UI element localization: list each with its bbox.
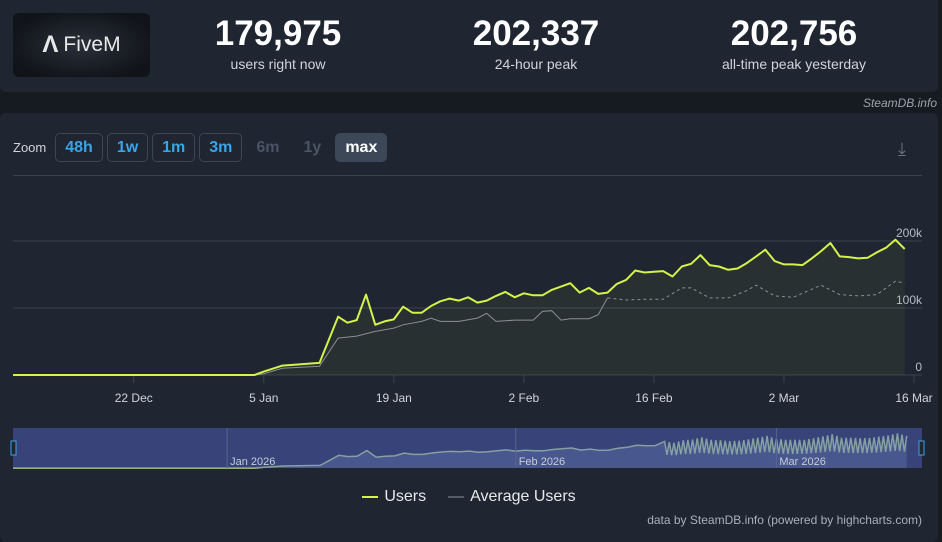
navigator-right-handle[interactable] <box>918 440 925 456</box>
zoom-max-button[interactable]: max <box>335 133 388 162</box>
navigator-left-handle[interactable] <box>10 440 17 456</box>
legend-label: Users <box>384 488 427 505</box>
zoom-3m-button[interactable]: 3m <box>199 133 243 162</box>
x-tick-label: 16 Feb <box>635 391 673 405</box>
average-users-line-dashed <box>607 280 905 301</box>
users-swatch-icon <box>362 496 379 498</box>
stat-value: 179,975 <box>214 14 342 53</box>
legend: Users Average Users <box>0 488 938 506</box>
legend-item-average[interactable]: Average Users <box>448 488 576 506</box>
zoom-48h-button[interactable]: 48h <box>55 133 103 162</box>
x-tick-label: 16 Mar <box>895 391 932 405</box>
zoom-6m-button: 6m <box>256 138 280 156</box>
stat-current: 179,975 users right now <box>168 14 388 72</box>
stat-24h-peak: 202,337 24-hour peak <box>426 14 646 72</box>
x-tick-label: 5 Jan <box>249 391 278 405</box>
steamdb-credit[interactable]: SteamDB.info <box>862 96 937 110</box>
fivem-logo-icon: Λ <box>42 31 59 58</box>
x-tick-label: 2 Mar <box>769 391 800 405</box>
y-tick-label: 100k <box>896 293 923 307</box>
stat-label: 24-hour peak <box>494 56 578 72</box>
zoom-1w-button[interactable]: 1w <box>106 133 149 162</box>
navigator-label: Feb 2026 <box>519 456 565 468</box>
zoom-1m-button[interactable]: 1m <box>152 133 196 162</box>
download-icon[interactable]: ⤓ <box>898 139 906 159</box>
app-name: FiveM <box>63 33 121 56</box>
stat-label: users right now <box>230 56 326 72</box>
users-area <box>13 239 905 375</box>
legend-label: Average Users <box>470 488 576 505</box>
stat-label: all-time peak yesterday <box>722 56 866 72</box>
zoom-label: Zoom <box>13 140 47 155</box>
header-card: Λ FiveM 179,975 users right now 202,337 24-… <box>0 0 938 92</box>
chart-panel: Zoom 48h 1w 1m 3m 6m 1y max ⤓ Users Aver… <box>0 113 938 542</box>
legend-item-users[interactable]: Users <box>362 488 426 506</box>
x-tick-label: 19 Jan <box>376 391 412 405</box>
zoom-1y-button: 1y <box>303 138 322 156</box>
navigator-label: Mar 2026 <box>779 456 825 468</box>
stat-value: 202,337 <box>472 14 600 53</box>
y-tick-label: 0 <box>915 360 922 374</box>
average-users-line <box>13 297 608 376</box>
users-line <box>13 238 906 376</box>
app-logo: Λ FiveM <box>13 13 150 77</box>
stat-alltime-peak: 202,756 all-time peak yesterday <box>684 14 904 72</box>
x-tick-label: 22 Dec <box>115 391 153 405</box>
average-swatch-icon <box>448 496 465 498</box>
y-tick-label: 200k <box>896 226 923 240</box>
navigator-selection <box>13 428 922 468</box>
stat-value: 202,756 <box>730 14 858 53</box>
zoom-toolbar: Zoom 48h 1w 1m 3m 6m 1y max <box>13 133 388 162</box>
footer-credit[interactable]: data by SteamDB.info (powered by highcha… <box>647 513 922 527</box>
navigator-label: Jan 2026 <box>230 456 275 468</box>
x-tick-label: 2 Feb <box>509 391 540 405</box>
divider <box>13 175 922 176</box>
